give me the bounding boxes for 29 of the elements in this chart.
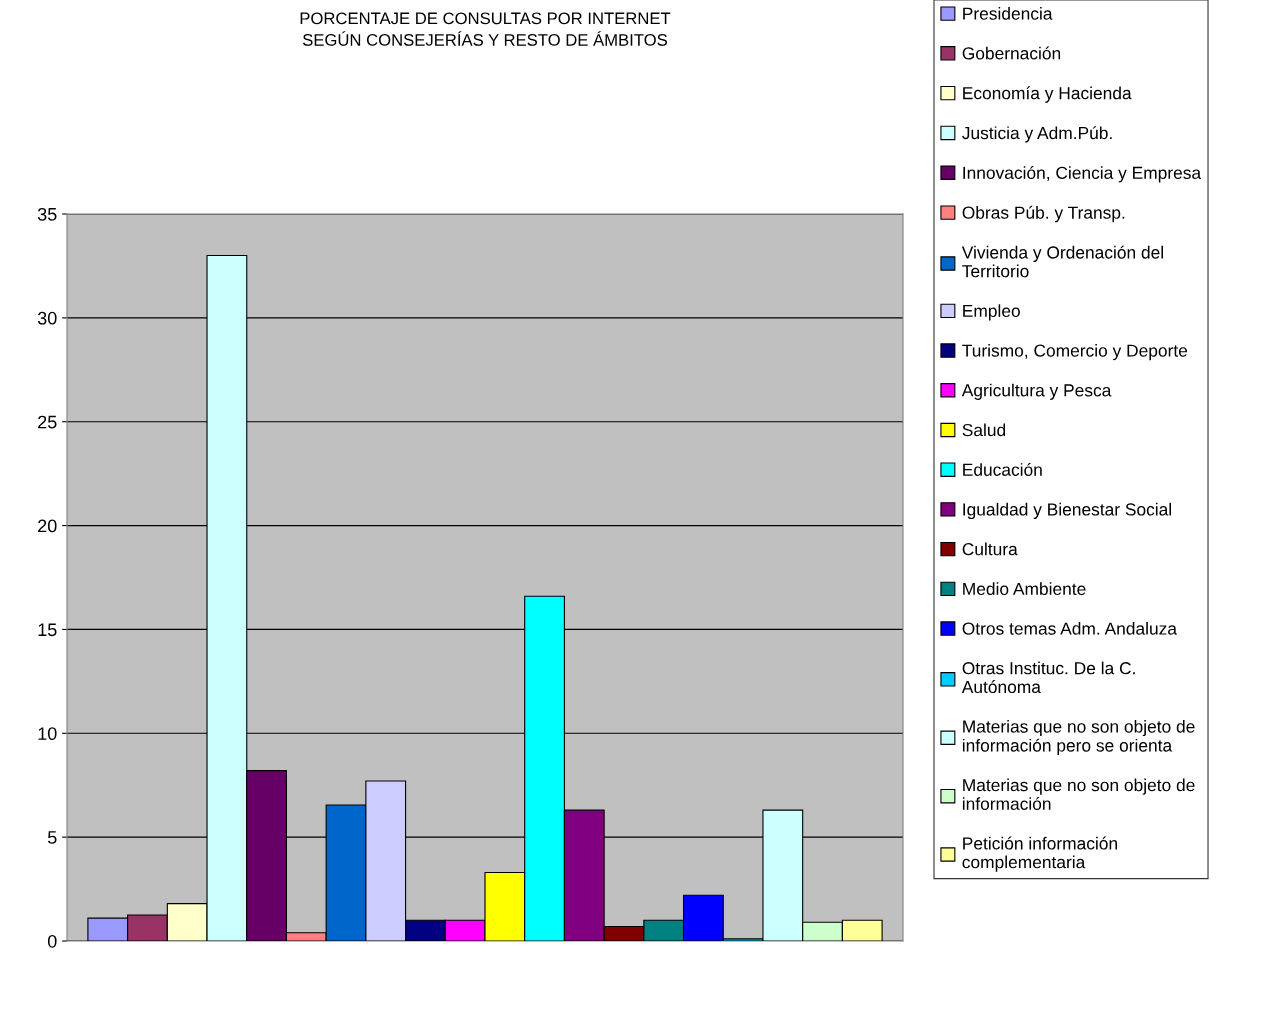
y-tick-label: 5 [47, 831, 57, 844]
legend-label: Innovación, Ciencia y Empresa [963, 166, 1202, 183]
legend-label: Otras Instituc. De la C. Autónoma [961, 661, 1135, 694]
legend-label: Materias que no son objeto de información pero se orienta [962, 719, 1195, 756]
legend-label: Medio Ambiente [963, 582, 1086, 596]
legend-label: Otros temas Adm. Andaluza [962, 622, 1177, 635]
legend-label: Justicia y Adm.Púb. [962, 126, 1112, 143]
legend-label: Cultura [962, 542, 1018, 556]
legend-label: Materias que no son objeto de información [962, 778, 1195, 810]
legend-label: Turismo, Comercio y Deporte [962, 344, 1188, 361]
legend-label: Gobernación [962, 46, 1061, 60]
legend-label: Obras Púb. y Transp. [962, 205, 1125, 223]
legend-label: Vivienda y Ordenación del Territorio [961, 245, 1163, 278]
legend-label: Petición información complementaria [962, 836, 1117, 872]
legend-label: Empleo [963, 304, 1020, 321]
y-tick-label: 15 [38, 623, 57, 637]
y-tick-label: 10 [38, 727, 57, 741]
legend-label: Salud [962, 423, 1006, 437]
y-tick-label: 35 [37, 207, 57, 221]
chart-title: PORCENTAJE DE CONSULTAS POR INTERNET SEGÚN CONSEJERÍAS Y RESTO DE ÁMBITOS [300, 12, 671, 46]
legend-label: Igualdad y Bienestar Social [963, 502, 1172, 520]
legend-label: Economía y Hacienda [963, 86, 1132, 103]
legend-label: Presidencia [963, 7, 1053, 20]
y-tick-label: 20 [38, 519, 57, 533]
legend-label: Agricultura y Pesca [961, 383, 1112, 400]
legend-label: Educación [963, 462, 1042, 476]
y-tick-label: 0 [47, 934, 57, 948]
y-tick-label: 25 [38, 415, 57, 429]
y-tick-label: 30 [37, 311, 57, 325]
